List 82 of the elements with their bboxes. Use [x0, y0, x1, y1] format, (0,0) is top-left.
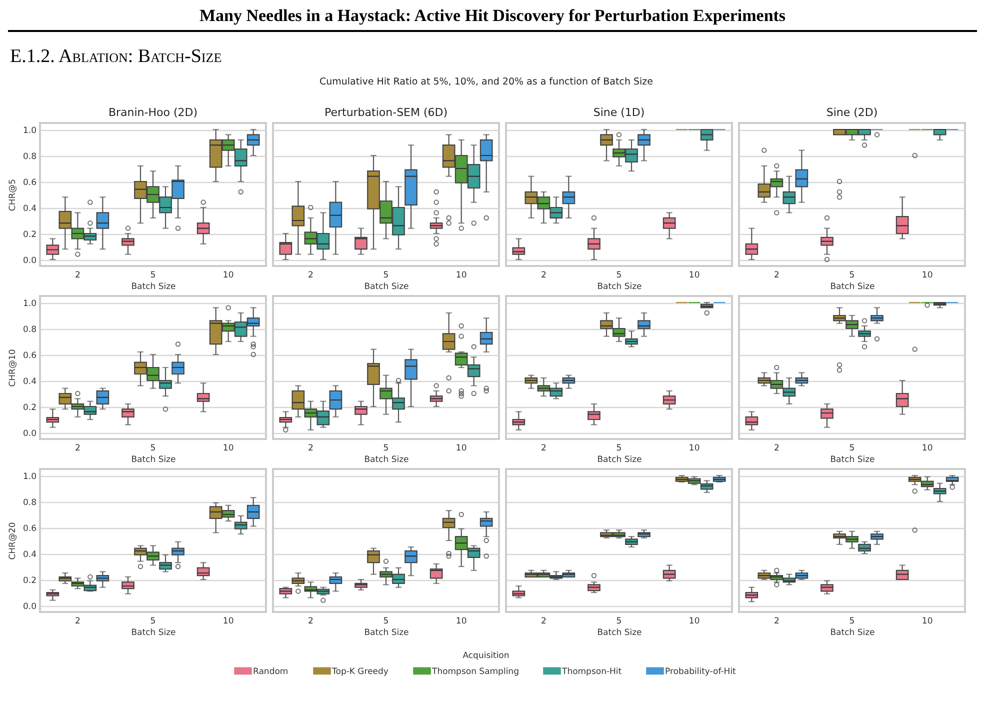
x-tick-label: 5	[150, 270, 156, 280]
y-tick-label: 0.4	[22, 377, 36, 387]
y-tick-label: 0.4	[22, 550, 36, 560]
y-axis-title: CHR@5	[8, 178, 18, 212]
x-axis-title: Batch Size	[131, 455, 176, 465]
x-tick-label: 5	[849, 270, 855, 280]
x-tick-label: 10	[688, 616, 700, 626]
y-tick-label: 0.8	[22, 152, 36, 162]
x-axis-title: Batch Size	[131, 628, 176, 638]
x-tick-label: 2	[308, 616, 314, 626]
y-tick-label: 0.2	[22, 230, 36, 240]
x-axis-title: Batch Size	[830, 282, 875, 292]
x-tick-label: 2	[540, 270, 546, 280]
x-tick-label: 5	[150, 444, 156, 454]
x-tick-label: 5	[383, 616, 389, 626]
x-tick-label: 5	[849, 444, 855, 454]
legend-title: Acquisition	[462, 651, 510, 661]
x-axis-title: Batch Size	[131, 282, 176, 292]
x-tick-label: 2	[774, 444, 780, 454]
y-tick-label: 0.2	[22, 576, 36, 586]
y-tick-label: 0.0	[22, 429, 36, 439]
x-tick-label: 2	[74, 444, 80, 454]
chart-title: Branin-Hoo (2D)	[108, 106, 198, 119]
x-tick-label: 10	[222, 270, 234, 280]
text: E.1.2. Ablation: Batch-Size	[10, 46, 223, 68]
x-tick-label: 5	[383, 444, 389, 454]
y-tick-label: 0.8	[22, 498, 36, 508]
x-tick-label: 10	[688, 444, 700, 454]
chart-title: Perturbation-SEM (6D)	[324, 106, 448, 119]
x-tick-label: 5	[150, 616, 156, 626]
y-tick-label: 0.6	[22, 524, 36, 534]
x-tick-label: 10	[456, 444, 467, 454]
x-tick-label: 2	[74, 616, 80, 626]
x-tick-label: 5	[616, 444, 622, 454]
x-tick-label: 2	[308, 270, 314, 280]
y-tick-label: 0.4	[22, 204, 36, 214]
x-tick-label: 5	[849, 616, 855, 626]
y-tick-label: 1.0	[22, 299, 36, 309]
text: Cumulative Hit Ratio at 5%, 10%, and 20% as a function of Batch Size	[319, 76, 654, 88]
x-tick-label: 10	[222, 616, 234, 626]
x-axis-title: Batch Size	[830, 628, 875, 638]
y-tick-label: 1.0	[22, 472, 36, 482]
text: Many Needles in a Haystack: Active Hit Discovery for Perturbation Experiments	[8, 6, 977, 32]
y-axis-title: CHR@10	[8, 349, 18, 387]
legend-label: Thompson-Hit	[561, 666, 622, 677]
x-tick-label: 10	[456, 270, 467, 280]
y-axis-title: CHR@20	[8, 522, 18, 560]
y-tick-label: 0.6	[22, 351, 36, 361]
x-tick-label: 10	[688, 270, 700, 280]
chart-title: Sine (2D)	[826, 106, 878, 119]
x-tick-label: 10	[922, 444, 933, 454]
chart-title: Sine (1D)	[593, 106, 645, 119]
y-tick-label: 1.0	[22, 126, 36, 136]
x-tick-label: 2	[774, 270, 780, 280]
x-tick-label: 2	[774, 616, 780, 626]
x-tick-label: 5	[616, 616, 622, 626]
y-tick-label: 0.0	[22, 602, 36, 612]
y-tick-label: 0.0	[22, 256, 36, 266]
x-axis-title: Batch Size	[364, 628, 409, 638]
legend-label: Random	[253, 666, 288, 677]
y-tick-label: 0.8	[22, 325, 36, 335]
x-tick-label: 10	[922, 616, 933, 626]
x-axis-title: Batch Size	[597, 628, 642, 638]
x-axis-title: Batch Size	[364, 282, 409, 292]
legend-label: Probability-of-Hit	[665, 666, 737, 677]
x-tick-label: 5	[383, 270, 389, 280]
x-tick-label: 5	[616, 270, 622, 280]
x-tick-label: 10	[222, 444, 234, 454]
x-tick-label: 2	[74, 270, 80, 280]
x-tick-label: 10	[456, 616, 467, 626]
legend-label: Top-K Greedy	[331, 666, 388, 677]
x-tick-label: 2	[540, 616, 546, 626]
legend-label: Thompson Sampling	[431, 666, 519, 677]
x-tick-label: 2	[540, 444, 546, 454]
x-axis-title: Batch Size	[830, 455, 875, 465]
x-tick-label: 10	[922, 270, 933, 280]
y-tick-label: 0.2	[22, 403, 36, 413]
x-tick-label: 2	[308, 444, 314, 454]
x-axis-title: Batch Size	[597, 282, 642, 292]
y-tick-label: 0.6	[22, 178, 36, 188]
x-axis-title: Batch Size	[364, 455, 409, 465]
x-axis-title: Batch Size	[597, 455, 642, 465]
